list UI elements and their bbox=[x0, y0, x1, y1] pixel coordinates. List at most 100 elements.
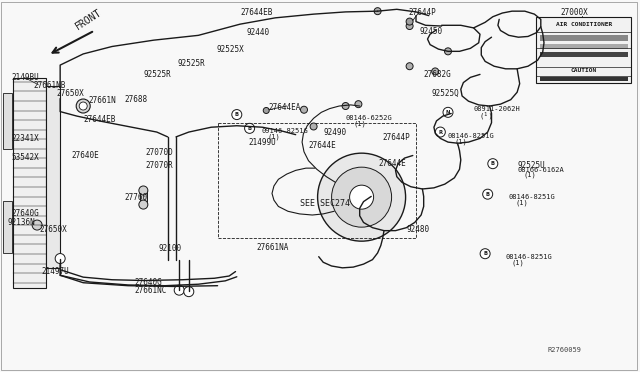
Text: 92525R: 92525R bbox=[144, 70, 172, 79]
Bar bbox=[540, 77, 628, 81]
Text: 27661NA: 27661NA bbox=[256, 243, 289, 251]
Bar bbox=[540, 44, 628, 49]
Text: 27661N: 27661N bbox=[88, 96, 116, 105]
Text: 92525X: 92525X bbox=[216, 45, 244, 54]
Bar bbox=[46, 86, 60, 268]
Text: 08911-2062H: 08911-2062H bbox=[474, 106, 520, 112]
Text: 08146-8251G: 08146-8251G bbox=[506, 254, 552, 260]
Text: 27640E: 27640E bbox=[72, 151, 99, 160]
Text: 92480: 92480 bbox=[406, 225, 429, 234]
Circle shape bbox=[435, 127, 445, 137]
Circle shape bbox=[310, 123, 317, 130]
Circle shape bbox=[355, 101, 362, 108]
Text: 27070D: 27070D bbox=[146, 148, 173, 157]
Circle shape bbox=[317, 153, 406, 241]
Circle shape bbox=[301, 106, 307, 113]
Bar bbox=[3, 93, 12, 149]
Circle shape bbox=[483, 189, 493, 199]
Text: 92525Q: 92525Q bbox=[432, 89, 460, 98]
Circle shape bbox=[139, 200, 148, 209]
Circle shape bbox=[263, 108, 269, 113]
Circle shape bbox=[349, 185, 374, 209]
Text: 27000X: 27000X bbox=[560, 8, 588, 17]
Text: B: B bbox=[486, 192, 490, 197]
Bar bbox=[218, 123, 416, 238]
Text: 27644EB: 27644EB bbox=[240, 8, 273, 17]
Text: 92136N: 92136N bbox=[8, 218, 35, 227]
Text: 27070R: 27070R bbox=[146, 161, 173, 170]
Text: B: B bbox=[248, 126, 252, 131]
Circle shape bbox=[174, 285, 184, 295]
Text: 21497U: 21497U bbox=[42, 267, 69, 276]
Text: 27644E: 27644E bbox=[379, 159, 406, 168]
Text: 27661NB: 27661NB bbox=[33, 81, 66, 90]
Circle shape bbox=[406, 18, 413, 25]
Text: FRONT: FRONT bbox=[74, 7, 104, 32]
Text: 92525U: 92525U bbox=[517, 161, 545, 170]
Circle shape bbox=[55, 254, 65, 263]
Circle shape bbox=[374, 8, 381, 15]
Circle shape bbox=[342, 103, 349, 109]
Text: 09146-8251G: 09146-8251G bbox=[261, 128, 308, 134]
Circle shape bbox=[488, 159, 498, 169]
Text: 92490: 92490 bbox=[323, 128, 346, 137]
Text: 22341X: 22341X bbox=[12, 134, 39, 143]
Text: 53542X: 53542X bbox=[12, 153, 39, 161]
Text: 08146-8251G: 08146-8251G bbox=[509, 194, 556, 200]
Bar bbox=[540, 52, 628, 57]
Circle shape bbox=[32, 220, 42, 230]
Circle shape bbox=[406, 63, 413, 70]
Text: 2149BU: 2149BU bbox=[12, 73, 39, 81]
Text: R2760059: R2760059 bbox=[547, 347, 581, 353]
Text: 27644E: 27644E bbox=[308, 141, 336, 150]
Circle shape bbox=[445, 48, 451, 55]
Text: 92440: 92440 bbox=[246, 28, 269, 37]
Text: 08166-6162A: 08166-6162A bbox=[517, 167, 564, 173]
Text: N: N bbox=[445, 110, 451, 115]
Circle shape bbox=[443, 108, 453, 117]
Circle shape bbox=[185, 288, 193, 296]
Text: 21499U: 21499U bbox=[248, 138, 276, 147]
Circle shape bbox=[184, 287, 194, 296]
Bar bbox=[13, 78, 46, 288]
Circle shape bbox=[332, 167, 392, 227]
Circle shape bbox=[480, 249, 490, 259]
Text: 1: 1 bbox=[483, 112, 486, 117]
Text: SEE SEC274: SEE SEC274 bbox=[300, 199, 349, 208]
Circle shape bbox=[76, 99, 90, 113]
Text: 27644EA: 27644EA bbox=[269, 103, 301, 112]
Text: (1): (1) bbox=[512, 259, 525, 266]
Text: 27640G: 27640G bbox=[12, 209, 39, 218]
Text: 27640G: 27640G bbox=[134, 278, 162, 287]
Circle shape bbox=[175, 286, 183, 294]
Text: 08146-6252G: 08146-6252G bbox=[346, 115, 392, 121]
Text: 92525R: 92525R bbox=[178, 59, 205, 68]
Text: B: B bbox=[491, 161, 495, 166]
Text: B: B bbox=[483, 251, 487, 256]
Text: 27682G: 27682G bbox=[424, 70, 451, 79]
Text: B: B bbox=[235, 112, 239, 117]
Text: R: R bbox=[438, 129, 442, 135]
Circle shape bbox=[406, 23, 413, 29]
Text: (1): (1) bbox=[454, 139, 467, 145]
Bar bbox=[140, 190, 147, 205]
Text: 27644P: 27644P bbox=[408, 8, 436, 17]
Text: 92100: 92100 bbox=[159, 244, 182, 253]
Text: ( ): ( ) bbox=[480, 112, 493, 119]
Text: AIR CONDITIONER: AIR CONDITIONER bbox=[556, 22, 612, 27]
Text: 27644P: 27644P bbox=[383, 133, 410, 142]
Text: (1): (1) bbox=[524, 172, 536, 178]
Text: 27650X: 27650X bbox=[40, 225, 67, 234]
Text: 08146-8251G: 08146-8251G bbox=[448, 133, 495, 139]
Text: CAUTION: CAUTION bbox=[570, 68, 597, 73]
Text: 27688: 27688 bbox=[125, 95, 148, 104]
Text: 27760: 27760 bbox=[125, 193, 148, 202]
Text: (1): (1) bbox=[515, 200, 528, 206]
Text: 27644EB: 27644EB bbox=[83, 115, 116, 124]
Text: 92450: 92450 bbox=[419, 27, 442, 36]
Bar bbox=[536, 17, 631, 83]
Text: 27661NC: 27661NC bbox=[134, 286, 167, 295]
Text: (1): (1) bbox=[353, 121, 366, 127]
Circle shape bbox=[139, 186, 148, 195]
Circle shape bbox=[244, 124, 255, 133]
